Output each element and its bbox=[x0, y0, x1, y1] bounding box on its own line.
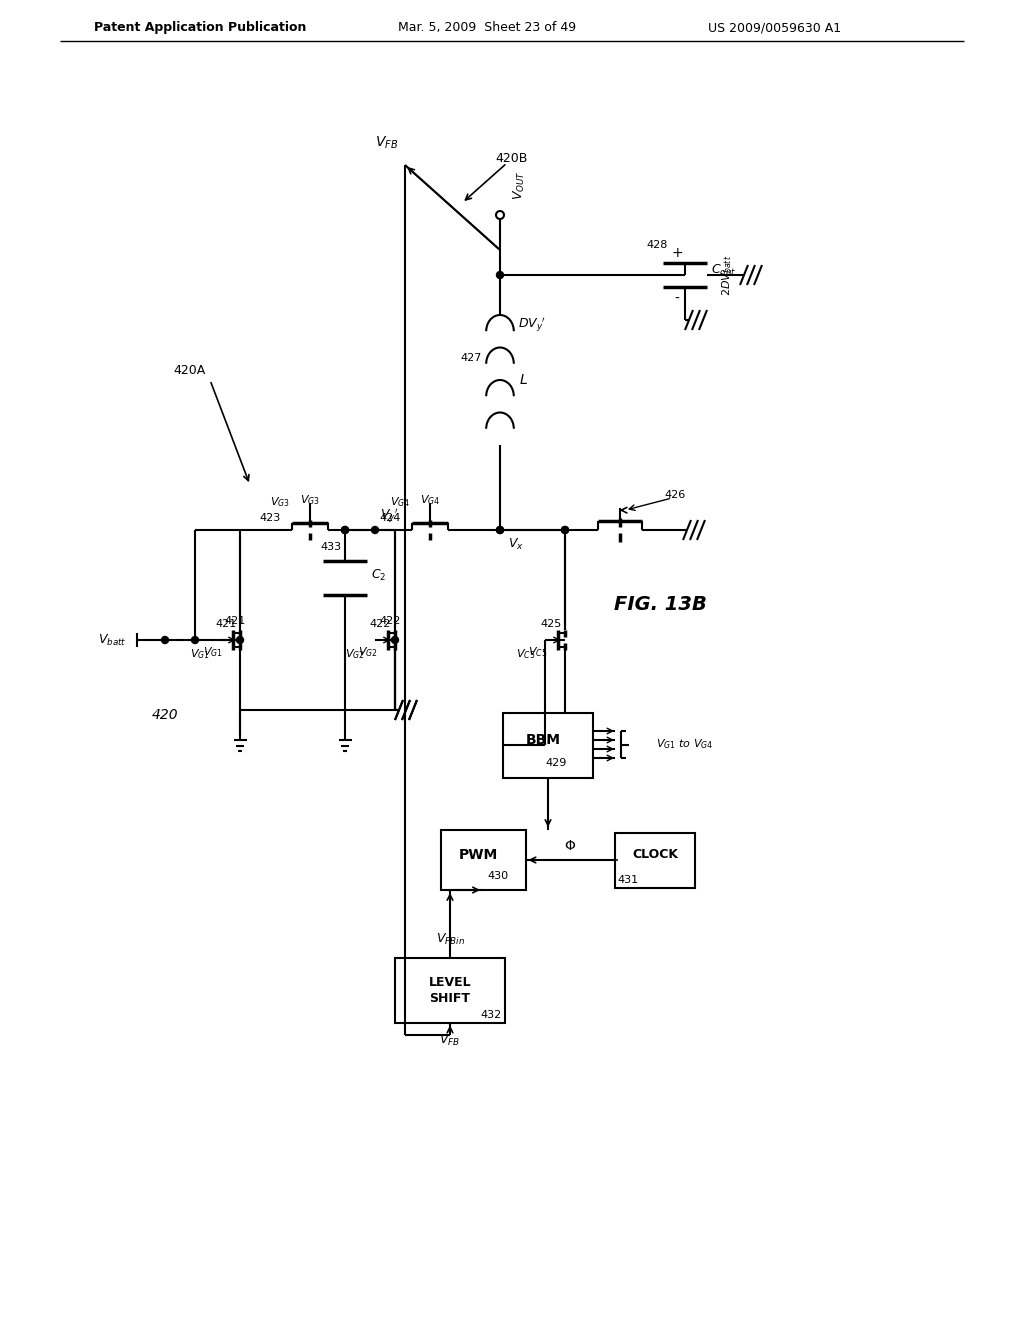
Text: $V_{G2}$: $V_{G2}$ bbox=[345, 647, 366, 661]
Text: L: L bbox=[520, 374, 527, 387]
Text: LEVEL: LEVEL bbox=[429, 975, 471, 989]
Text: Patent Application Publication: Patent Application Publication bbox=[94, 21, 306, 34]
Text: 426: 426 bbox=[665, 490, 686, 500]
Circle shape bbox=[391, 636, 398, 644]
Text: $2DV_{batt}$: $2DV_{batt}$ bbox=[720, 255, 734, 296]
Circle shape bbox=[162, 636, 169, 644]
Bar bbox=[395, 957, 505, 1023]
Text: $C_{out}$: $C_{out}$ bbox=[711, 263, 736, 277]
Bar bbox=[503, 713, 593, 777]
Text: $V_{FB}$: $V_{FB}$ bbox=[376, 135, 398, 152]
Text: 428: 428 bbox=[646, 240, 668, 249]
Circle shape bbox=[341, 527, 348, 533]
Circle shape bbox=[497, 527, 504, 533]
Text: SHIFT: SHIFT bbox=[429, 991, 470, 1005]
Text: $DV_y{'}$: $DV_y{'}$ bbox=[518, 315, 546, 334]
Text: 429: 429 bbox=[546, 758, 566, 768]
Text: US 2009/0059630 A1: US 2009/0059630 A1 bbox=[709, 21, 842, 34]
Bar bbox=[440, 830, 525, 890]
Text: $V_{G1}$: $V_{G1}$ bbox=[190, 647, 210, 661]
Circle shape bbox=[561, 527, 568, 533]
Text: 422: 422 bbox=[370, 619, 391, 630]
Text: $V_{G1}$ to $V_{G4}$: $V_{G1}$ to $V_{G4}$ bbox=[656, 737, 714, 751]
Text: FIG. 13B: FIG. 13B bbox=[613, 595, 707, 615]
Text: PWM: PWM bbox=[459, 847, 498, 862]
Text: 421: 421 bbox=[215, 619, 237, 630]
Text: 424: 424 bbox=[380, 513, 401, 523]
Text: -: - bbox=[675, 292, 680, 306]
Circle shape bbox=[237, 636, 244, 644]
Text: $C_2$: $C_2$ bbox=[371, 568, 386, 582]
Text: BBM: BBM bbox=[525, 733, 560, 747]
Text: $V_{G4}$: $V_{G4}$ bbox=[390, 495, 410, 508]
Text: $V_{G2}$: $V_{G2}$ bbox=[358, 645, 378, 659]
Text: $V_{G3}$: $V_{G3}$ bbox=[270, 495, 290, 508]
Text: 427: 427 bbox=[461, 352, 482, 363]
Text: $V_x$: $V_x$ bbox=[508, 536, 524, 552]
Text: +: + bbox=[671, 246, 683, 260]
Text: $V_y{'}$: $V_y{'}$ bbox=[380, 507, 398, 525]
Text: $V_{OUT}$: $V_{OUT}$ bbox=[512, 170, 527, 199]
Text: CLOCK: CLOCK bbox=[632, 849, 678, 862]
Text: $V_{G1}$: $V_{G1}$ bbox=[203, 645, 223, 659]
Text: 420: 420 bbox=[152, 708, 178, 722]
Text: 423: 423 bbox=[260, 513, 281, 523]
Text: $V_{G4}$: $V_{G4}$ bbox=[420, 492, 440, 507]
Text: $V_{G3}$: $V_{G3}$ bbox=[300, 492, 319, 507]
Text: 433: 433 bbox=[321, 543, 342, 552]
Text: 422: 422 bbox=[379, 616, 400, 626]
Circle shape bbox=[191, 636, 199, 644]
Text: $V_{C5}$: $V_{C5}$ bbox=[516, 647, 536, 661]
Text: $V_{FBin}$: $V_{FBin}$ bbox=[435, 932, 465, 946]
Bar bbox=[615, 833, 695, 887]
Text: 421: 421 bbox=[224, 616, 246, 626]
Circle shape bbox=[497, 527, 504, 533]
Circle shape bbox=[561, 527, 568, 533]
Text: $V_{FB}$: $V_{FB}$ bbox=[439, 1034, 461, 1048]
Text: 420B: 420B bbox=[496, 152, 528, 165]
Text: 432: 432 bbox=[480, 1010, 502, 1020]
Text: 430: 430 bbox=[487, 871, 509, 880]
Text: $\Phi$: $\Phi$ bbox=[564, 840, 577, 853]
Text: $V_{batt}$: $V_{batt}$ bbox=[98, 632, 127, 648]
Circle shape bbox=[497, 272, 504, 279]
Text: 425: 425 bbox=[540, 619, 561, 630]
Circle shape bbox=[372, 527, 379, 533]
Text: 420A: 420A bbox=[174, 363, 206, 376]
Text: 431: 431 bbox=[617, 875, 638, 884]
Circle shape bbox=[341, 527, 348, 533]
Text: $V_{C5}$: $V_{C5}$ bbox=[528, 645, 548, 659]
Text: Mar. 5, 2009  Sheet 23 of 49: Mar. 5, 2009 Sheet 23 of 49 bbox=[398, 21, 577, 34]
